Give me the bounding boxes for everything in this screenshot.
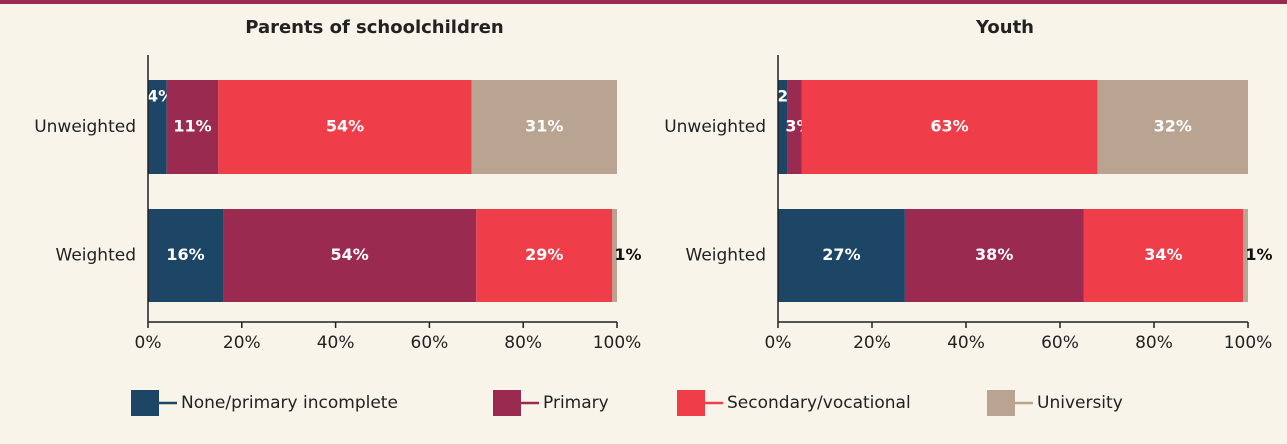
x-tick-label: 20%	[223, 333, 261, 353]
data-label: 54%	[326, 117, 364, 136]
y-tick-label: Unweighted	[664, 117, 766, 137]
data-label: 1%	[614, 245, 641, 264]
x-tick-label: 80%	[504, 333, 542, 353]
bar-segment	[1097, 80, 1248, 174]
y-tick-label: Unweighted	[34, 117, 136, 137]
bar-segment	[166, 80, 219, 174]
bar-segment	[1243, 209, 1248, 302]
data-label: 11%	[173, 117, 211, 136]
bar-segment	[778, 80, 788, 174]
bar-segment	[612, 209, 617, 302]
x-tick-label: 80%	[1135, 333, 1173, 353]
data-label: 29%	[525, 245, 563, 264]
bar-segment	[223, 209, 477, 302]
legend-label: Primary	[543, 393, 609, 413]
data-label: 63%	[930, 117, 968, 136]
legend-label: None/primary incomplete	[181, 393, 398, 413]
legend-label: Secondary/vocational	[727, 393, 911, 413]
bar-segment	[218, 80, 472, 174]
bar-segment	[904, 209, 1084, 302]
x-tick-label: 60%	[411, 333, 449, 353]
x-tick-label: 40%	[317, 333, 355, 353]
data-label: 38%	[975, 245, 1013, 264]
top-border	[0, 0, 1287, 4]
data-label: 54%	[331, 245, 369, 264]
x-tick-label: 100%	[1224, 333, 1273, 353]
bar-segment	[787, 80, 802, 174]
bar-segment	[476, 209, 613, 302]
data-label: 34%	[1144, 245, 1182, 264]
x-tick-label: 100%	[593, 333, 642, 353]
x-tick-label: 20%	[853, 333, 891, 353]
x-tick-label: 0%	[765, 333, 792, 353]
y-tick-label: Weighted	[56, 246, 136, 266]
data-label: 16%	[166, 245, 204, 264]
legend-swatch	[677, 390, 705, 416]
bar-segment	[148, 209, 224, 302]
data-label: 32%	[1154, 117, 1192, 136]
legend-label: University	[1037, 393, 1123, 413]
legend-swatch	[131, 390, 159, 416]
data-label: 27%	[822, 245, 860, 264]
data-label: 31%	[525, 117, 563, 136]
x-tick-label: 40%	[947, 333, 985, 353]
x-tick-label: 60%	[1041, 333, 1079, 353]
chart-title: Youth	[975, 17, 1034, 38]
bar-segment	[778, 209, 905, 302]
bar-segment	[801, 80, 1098, 174]
legend-swatch	[493, 390, 521, 416]
x-tick-label: 0%	[135, 333, 162, 353]
bar-segment	[148, 80, 167, 174]
legend-swatch	[987, 390, 1015, 416]
y-tick-label: Weighted	[686, 246, 766, 266]
chart-title: Parents of schoolchildren	[245, 17, 504, 38]
bar-segment	[471, 80, 617, 174]
data-label: 1%	[1245, 245, 1272, 264]
bar-segment	[1083, 209, 1244, 302]
